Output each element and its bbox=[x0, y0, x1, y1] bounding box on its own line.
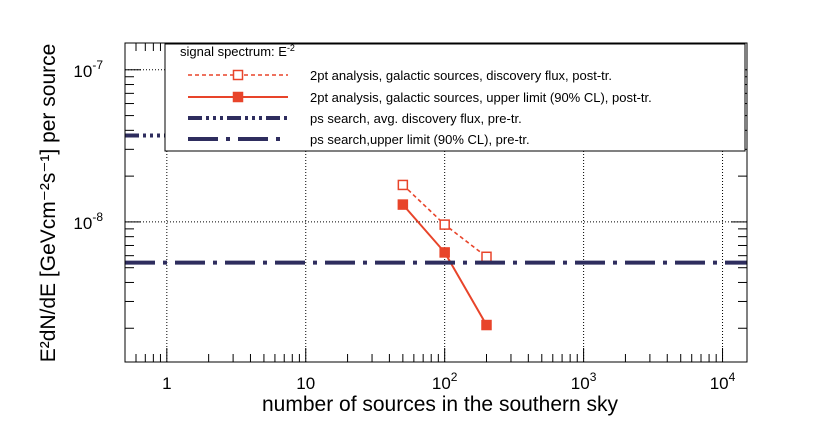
legend-header: signal spectrum: E-2 bbox=[180, 43, 295, 59]
x-tick-label: 102 bbox=[432, 370, 458, 393]
y-axis-title: E²dN/dE [GeVcm⁻²s⁻¹] per source bbox=[37, 44, 60, 363]
data-point bbox=[481, 319, 492, 331]
data-point bbox=[439, 219, 450, 230]
y-tick-label: 10-8 bbox=[73, 210, 103, 233]
legend: signal spectrum: E-2 2pt analysis, galac… bbox=[164, 43, 746, 152]
series-2 bbox=[397, 199, 492, 331]
data-point bbox=[439, 247, 450, 258]
plot-frame bbox=[124, 42, 748, 363]
tick-labels: 1 10 102 103 104 10-8 10-7 bbox=[73, 58, 735, 393]
data-point bbox=[481, 251, 492, 263]
x-tick-label: 1 bbox=[162, 374, 171, 393]
x-tick-label: 104 bbox=[710, 370, 736, 393]
series-1 bbox=[397, 179, 492, 263]
legend-entry: ps search,upper limit (90% CL), pre-tr. bbox=[188, 132, 530, 147]
legend-entry: ps search, avg. discovery flux, pre-tr. bbox=[188, 111, 522, 126]
x-tick-label: 103 bbox=[571, 370, 597, 393]
grid-lines bbox=[125, 43, 747, 362]
x-tick-label: 10 bbox=[296, 374, 315, 393]
legend-label: 2pt analysis, galactic sources, upper li… bbox=[310, 90, 652, 105]
legend-marker bbox=[232, 91, 244, 103]
legend-label: ps search,upper limit (90% CL), pre-tr. bbox=[310, 132, 530, 147]
legend-marker bbox=[232, 69, 244, 81]
legend-label: ps search, avg. discovery flux, pre-tr. bbox=[310, 111, 522, 126]
legend-label: 2pt analysis, galactic sources, discover… bbox=[310, 68, 612, 83]
legend-entry: 2pt analysis, galactic sources, discover… bbox=[188, 68, 612, 83]
legend-entry: 2pt analysis, galactic sources, upper li… bbox=[188, 90, 652, 105]
x-axis-title: number of sources in the southern sky bbox=[262, 393, 619, 416]
legend-entries: 2pt analysis, galactic sources, discover… bbox=[188, 68, 652, 147]
series-layer bbox=[125, 133, 747, 331]
data-point bbox=[397, 199, 409, 210]
data-point bbox=[397, 179, 409, 191]
y-tick-label: 10-7 bbox=[73, 58, 103, 81]
